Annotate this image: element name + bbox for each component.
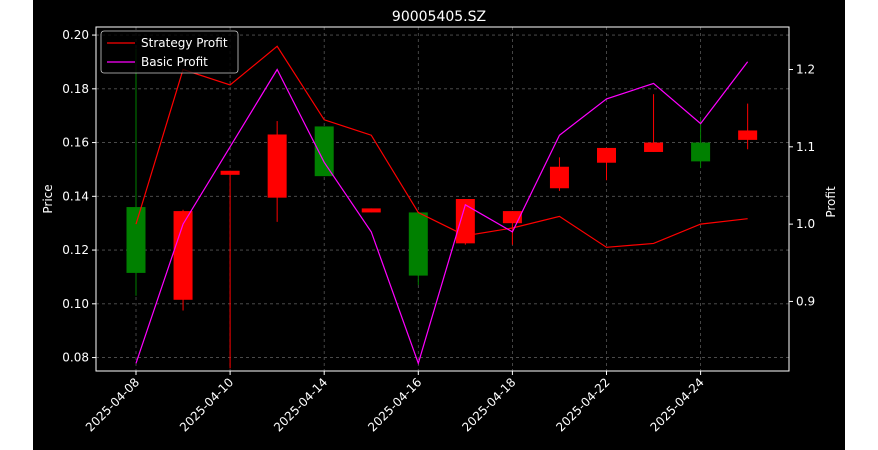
grid-lines: [96, 27, 789, 371]
right-y-axis-label: Profit: [824, 186, 838, 218]
legend: Strategy Profit Basic Profit: [100, 30, 239, 74]
basic-profit-line: [135, 61, 749, 366]
candle-body: [220, 170, 240, 175]
right-y-tick-label: 1.0: [796, 217, 815, 231]
left-y-tick-label: 0.20: [62, 28, 89, 42]
candle-body: [597, 147, 616, 163]
x-tick-label: 2025-04-22: [553, 375, 612, 434]
candle-body: [173, 211, 193, 300]
candle-body: [126, 207, 146, 273]
right-y-axis-ticks: 0.9 1.0 1.1 1.2: [789, 63, 815, 308]
candlestick-chart: 2025-04-08 2025-04-10 2025-04-14 2025-04-16…: [41, 9, 838, 434]
legend-box: [100, 30, 239, 74]
left-y-tick-label: 0.12: [62, 243, 89, 257]
left-y-tick-label: 0.14: [62, 189, 89, 203]
plot-border: [95, 26, 790, 372]
x-tick-label: 2025-04-24: [648, 375, 707, 434]
legend-basic-label: Basic Profit: [141, 55, 208, 69]
x-tick-label: 2025-04-14: [271, 375, 330, 434]
candle-body: [738, 130, 758, 140]
candle-body: [691, 142, 711, 162]
candle-body: [314, 126, 334, 177]
x-tick-label: 2025-04-18: [459, 375, 518, 434]
right-y-tick-label: 1.1: [796, 140, 815, 154]
x-axis-ticks: 2025-04-08 2025-04-10 2025-04-14 2025-04-16…: [83, 371, 707, 434]
right-y-tick-label: 0.9: [796, 294, 815, 308]
right-y-tick-label: 1.2: [796, 63, 815, 77]
strategy-profit-line: [135, 45, 748, 248]
left-y-tick-label: 0.10: [62, 297, 89, 311]
x-tick-label: 2025-04-10: [177, 375, 236, 434]
chart-title: 90005405.SZ: [392, 9, 486, 25]
legend-strategy-label: Strategy Profit: [141, 36, 228, 50]
x-tick-label: 2025-04-16: [365, 375, 424, 434]
left-y-tick-label: 0.18: [62, 82, 89, 96]
left-y-tick-label: 0.16: [62, 136, 89, 150]
profit-lines-layer: [135, 45, 749, 366]
left-y-axis-ticks: 0.08 0.10 0.12 0.14 0.16 0.18 0.20: [62, 28, 96, 365]
candle-body: [502, 211, 522, 224]
x-tick-label: 2025-04-08: [83, 375, 142, 434]
candle-body: [644, 142, 664, 152]
left-y-axis-label: Price: [41, 184, 55, 213]
candles-layer: [126, 48, 758, 369]
candle-body: [549, 166, 569, 189]
candle-body: [408, 212, 428, 276]
chart-frame: 2025-04-08 2025-04-10 2025-04-14 2025-04-16…: [33, 0, 845, 450]
left-y-tick-label: 0.08: [62, 351, 89, 365]
candle-body: [455, 199, 475, 244]
candle-body: [267, 134, 287, 198]
candle-body: [361, 208, 381, 213]
